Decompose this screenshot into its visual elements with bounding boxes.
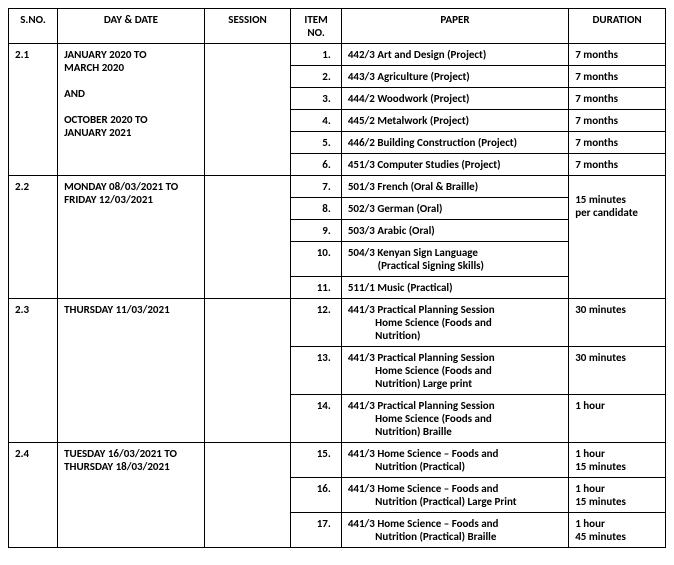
header-date: DAY & DATE bbox=[58, 9, 205, 44]
header-session: SESSION bbox=[204, 9, 291, 44]
sno-cell: 2.3 bbox=[9, 299, 58, 443]
header-row: S.NO. DAY & DATE SESSION ITEMNO. PAPER D… bbox=[9, 9, 666, 44]
itemno-cell: 6. bbox=[291, 154, 341, 176]
duration-cell: 1 hour15 minutes bbox=[569, 478, 666, 513]
paper-cell: 501/3 French (Oral & Braille) bbox=[341, 176, 568, 198]
header-duration: DURATION bbox=[569, 9, 666, 44]
date-cell: THURSDAY 11/03/2021 bbox=[58, 299, 205, 443]
sno-cell: 2.1 bbox=[9, 44, 58, 176]
paper-cell: 444/2 Woodwork (Project) bbox=[341, 88, 568, 110]
paper-cell: 442/3 Art and Design (Project) bbox=[341, 44, 568, 66]
table-row: 2.2MONDAY 08/03/2021 TO FRIDAY 12/03/202… bbox=[9, 176, 666, 198]
itemno-cell: 11. bbox=[291, 277, 341, 299]
itemno-cell: 16. bbox=[291, 478, 341, 513]
header-paper: PAPER bbox=[341, 9, 568, 44]
itemno-cell: 13. bbox=[291, 347, 341, 395]
itemno-cell: 14. bbox=[291, 395, 341, 443]
duration-cell: 30 minutes bbox=[569, 347, 666, 395]
duration-cell: 30 minutes bbox=[569, 299, 666, 347]
itemno-cell: 9. bbox=[291, 220, 341, 242]
itemno-cell: 2. bbox=[291, 66, 341, 88]
duration-cell: 7 months bbox=[569, 44, 666, 66]
date-cell: TUESDAY 16/03/2021 TO THURSDAY 18/03/202… bbox=[58, 443, 205, 548]
paper-cell: 441/3 Home Science – Foods and Nutrition… bbox=[341, 513, 568, 548]
itemno-cell: 12. bbox=[291, 299, 341, 347]
date-cell: JANUARY 2020 TOMARCH 2020ANDOCTOBER 2020… bbox=[58, 44, 205, 176]
duration-cell: 1 hour45 minutes bbox=[569, 513, 666, 548]
paper-cell: 441/3 Home Science – Foods and Nutrition… bbox=[341, 443, 568, 478]
itemno-cell: 1. bbox=[291, 44, 341, 66]
duration-cell: 15 minutesper candidate bbox=[569, 176, 666, 299]
paper-cell: 502/3 German (Oral) bbox=[341, 198, 568, 220]
duration-cell: 1 hour bbox=[569, 395, 666, 443]
header-itemno: ITEMNO. bbox=[291, 9, 341, 44]
duration-cell: 7 months bbox=[569, 88, 666, 110]
session-cell bbox=[204, 299, 291, 443]
session-cell bbox=[204, 176, 291, 299]
itemno-cell: 15. bbox=[291, 443, 341, 478]
paper-cell: 443/3 Agriculture (Project) bbox=[341, 66, 568, 88]
timetable: S.NO. DAY & DATE SESSION ITEMNO. PAPER D… bbox=[8, 8, 666, 548]
table-row: 2.1JANUARY 2020 TOMARCH 2020ANDOCTOBER 2… bbox=[9, 44, 666, 66]
paper-cell: 445/2 Metalwork (Project) bbox=[341, 110, 568, 132]
paper-cell: 451/3 Computer Studies (Project) bbox=[341, 154, 568, 176]
paper-cell: 503/3 Arabic (Oral) bbox=[341, 220, 568, 242]
header-sno: S.NO. bbox=[9, 9, 58, 44]
paper-cell: 511/1 Music (Practical) bbox=[341, 277, 568, 299]
sno-cell: 2.2 bbox=[9, 176, 58, 299]
paper-cell: 441/3 Practical Planning Session Home Sc… bbox=[341, 395, 568, 443]
paper-cell: 441/3 Practical Planning Session Home Sc… bbox=[341, 299, 568, 347]
itemno-cell: 17. bbox=[291, 513, 341, 548]
duration-cell: 7 months bbox=[569, 66, 666, 88]
itemno-cell: 5. bbox=[291, 132, 341, 154]
sno-cell: 2.4 bbox=[9, 443, 58, 548]
paper-cell: 441/3 Home Science – Foods and Nutrition… bbox=[341, 478, 568, 513]
duration-cell: 1 hour15 minutes bbox=[569, 443, 666, 478]
session-cell bbox=[204, 443, 291, 548]
itemno-cell: 10. bbox=[291, 242, 341, 277]
duration-cell: 7 months bbox=[569, 154, 666, 176]
itemno-cell: 7. bbox=[291, 176, 341, 198]
table-row: 2.3THURSDAY 11/03/202112.441/3 Practical… bbox=[9, 299, 666, 347]
itemno-cell: 4. bbox=[291, 110, 341, 132]
itemno-cell: 3. bbox=[291, 88, 341, 110]
paper-cell: 446/2 Building Construction (Project) bbox=[341, 132, 568, 154]
paper-cell: 441/3 Practical Planning Session Home Sc… bbox=[341, 347, 568, 395]
itemno-cell: 8. bbox=[291, 198, 341, 220]
table-row: 2.4TUESDAY 16/03/2021 TO THURSDAY 18/03/… bbox=[9, 443, 666, 478]
session-cell bbox=[204, 44, 291, 176]
duration-cell: 7 months bbox=[569, 132, 666, 154]
duration-cell: 7 months bbox=[569, 110, 666, 132]
paper-cell: 504/3 Kenyan Sign Language (Practical Si… bbox=[341, 242, 568, 277]
date-cell: MONDAY 08/03/2021 TO FRIDAY 12/03/2021 bbox=[58, 176, 205, 299]
